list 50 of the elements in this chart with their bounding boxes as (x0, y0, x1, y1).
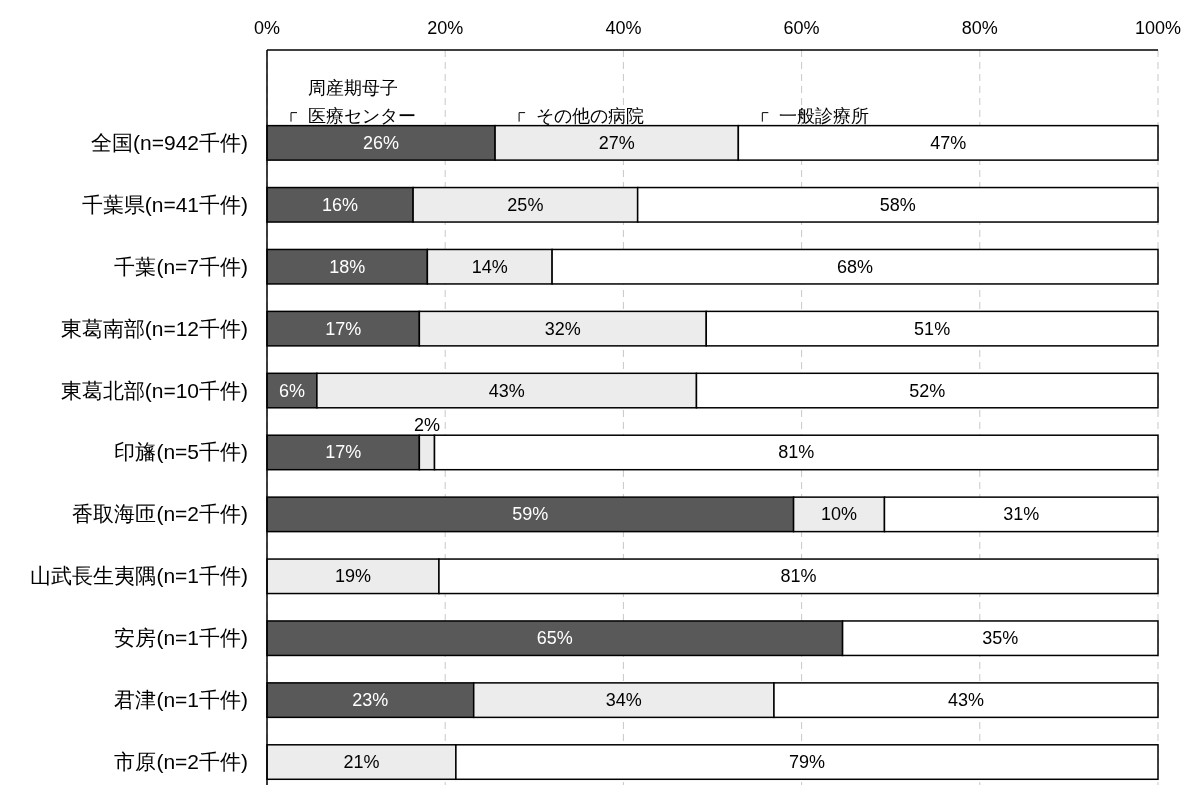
data-label: 23% (352, 690, 389, 711)
data-label: 35% (982, 628, 1019, 649)
y-tick-label: 香取海匝(n=2千件) (72, 502, 248, 526)
y-tick-label: 安房(n=1千件) (114, 626, 248, 650)
y-tick-label: 市原(n=2千件) (114, 750, 248, 774)
series-name: 一般診療所 (779, 105, 870, 126)
y-tick-label: 全国(n=942千件) (91, 130, 248, 154)
data-label: 2% (413, 415, 440, 436)
y-tick-label: 山武長生夷隅(n=1千件) (30, 564, 248, 588)
data-label: 52% (909, 380, 946, 401)
data-label: 27% (598, 132, 635, 153)
y-tick-label: 君津(n=1千件) (114, 688, 248, 712)
data-label: 81% (780, 566, 817, 587)
x-tick-label: 60% (783, 18, 820, 38)
data-label: 81% (778, 442, 815, 463)
data-label: 10% (821, 504, 858, 525)
data-label: 34% (605, 690, 642, 711)
data-label: 19% (334, 566, 371, 587)
y-tick-label: 印旛(n=5千件) (114, 440, 248, 464)
data-label: 65% (536, 628, 573, 649)
data-label: 18% (329, 256, 366, 277)
y-tick-label: 千葉(n=7千件) (114, 254, 248, 278)
x-tick-label: 80% (961, 18, 998, 38)
x-tick-label: 40% (605, 18, 642, 38)
data-label: 58% (879, 194, 916, 215)
data-label: 17% (325, 442, 362, 463)
data-label: 47% (930, 132, 967, 153)
series-name: 周産期母子医療センター (308, 77, 416, 126)
data-label: 31% (1003, 504, 1040, 525)
data-label: 43% (488, 380, 525, 401)
series-name: その他の病院 (536, 105, 645, 126)
data-label: 16% (322, 194, 359, 215)
data-label: 25% (507, 194, 544, 215)
data-label: 43% (947, 690, 985, 711)
data-label: 14% (471, 256, 508, 277)
data-label: 59% (512, 504, 549, 525)
x-tick-label: 100% (1134, 18, 1182, 38)
data-label: 17% (325, 318, 362, 339)
data-label: 51% (914, 318, 951, 339)
y-tick-label: 千葉県(n=41千件) (81, 192, 248, 216)
data-label: 21% (343, 752, 380, 773)
data-label: 6% (278, 380, 305, 401)
data-label: 79% (788, 752, 825, 773)
x-tick-label: 0% (253, 18, 281, 38)
data-label: 26% (363, 132, 400, 153)
y-tick-label: 東葛北部(n=10千件) (60, 378, 248, 402)
data-label: 32% (544, 318, 581, 339)
x-tick-label: 20% (427, 18, 464, 38)
y-tick-label: 東葛南部(n=12千件) (60, 316, 248, 340)
data-label: 68% (837, 256, 874, 277)
